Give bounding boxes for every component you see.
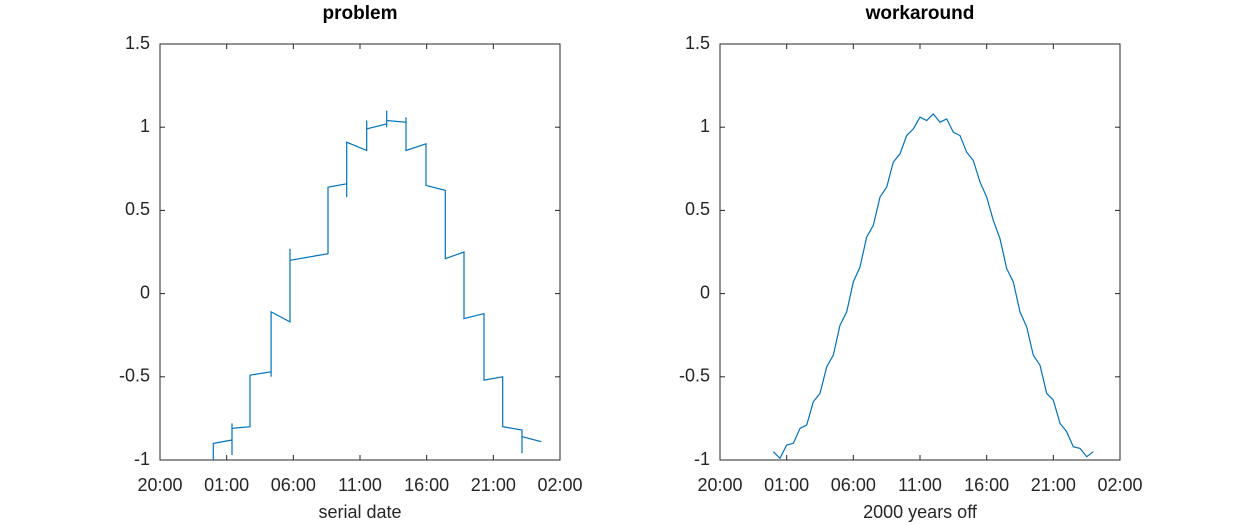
y-tick-label: 1.5 bbox=[685, 33, 710, 53]
x-tick-label: 21:00 bbox=[471, 475, 516, 495]
chart-title: workaround bbox=[865, 3, 975, 24]
x-axis-label: serial date bbox=[318, 502, 401, 522]
x-tick-label: 20:00 bbox=[697, 475, 742, 495]
y-tick-label: 0 bbox=[140, 282, 150, 302]
x-tick-label: 16:00 bbox=[404, 475, 449, 495]
axes-box bbox=[719, 43, 1121, 461]
x-tick-label: 06:00 bbox=[831, 475, 876, 495]
x-tick-label: 11:00 bbox=[898, 475, 942, 495]
y-tick-label: -0.5 bbox=[679, 366, 710, 386]
x-tick-label: 01:00 bbox=[764, 475, 809, 495]
y-tick-label: 0 bbox=[700, 282, 710, 302]
x-tick-label: 21:00 bbox=[1031, 475, 1076, 495]
axes-box bbox=[159, 43, 561, 461]
data-line bbox=[212, 110, 542, 460]
y-tick-label: -1 bbox=[694, 449, 710, 469]
y-tick-label: 1 bbox=[140, 116, 150, 136]
x-tick-label: 16:00 bbox=[964, 475, 1009, 495]
x-tick-label: 11:00 bbox=[338, 475, 382, 495]
x-tick-label: 06:00 bbox=[271, 475, 316, 495]
x-tick-label: 02:00 bbox=[1097, 475, 1142, 495]
y-tick-label: 0.5 bbox=[125, 199, 150, 219]
y-tick-label: 1.5 bbox=[125, 33, 150, 53]
y-tick-label: -0.5 bbox=[119, 366, 150, 386]
y-tick-label: -1 bbox=[134, 449, 150, 469]
x-tick-label: 02:00 bbox=[537, 475, 582, 495]
y-tick-label: 0.5 bbox=[685, 199, 710, 219]
x-tick-label: 01:00 bbox=[204, 475, 249, 495]
x-tick-label: 20:00 bbox=[137, 475, 182, 495]
data-line bbox=[772, 113, 1094, 460]
y-tick-label: 1 bbox=[700, 116, 710, 136]
x-axis-label: 2000 years off bbox=[863, 502, 978, 522]
chart-title: problem bbox=[323, 3, 398, 24]
